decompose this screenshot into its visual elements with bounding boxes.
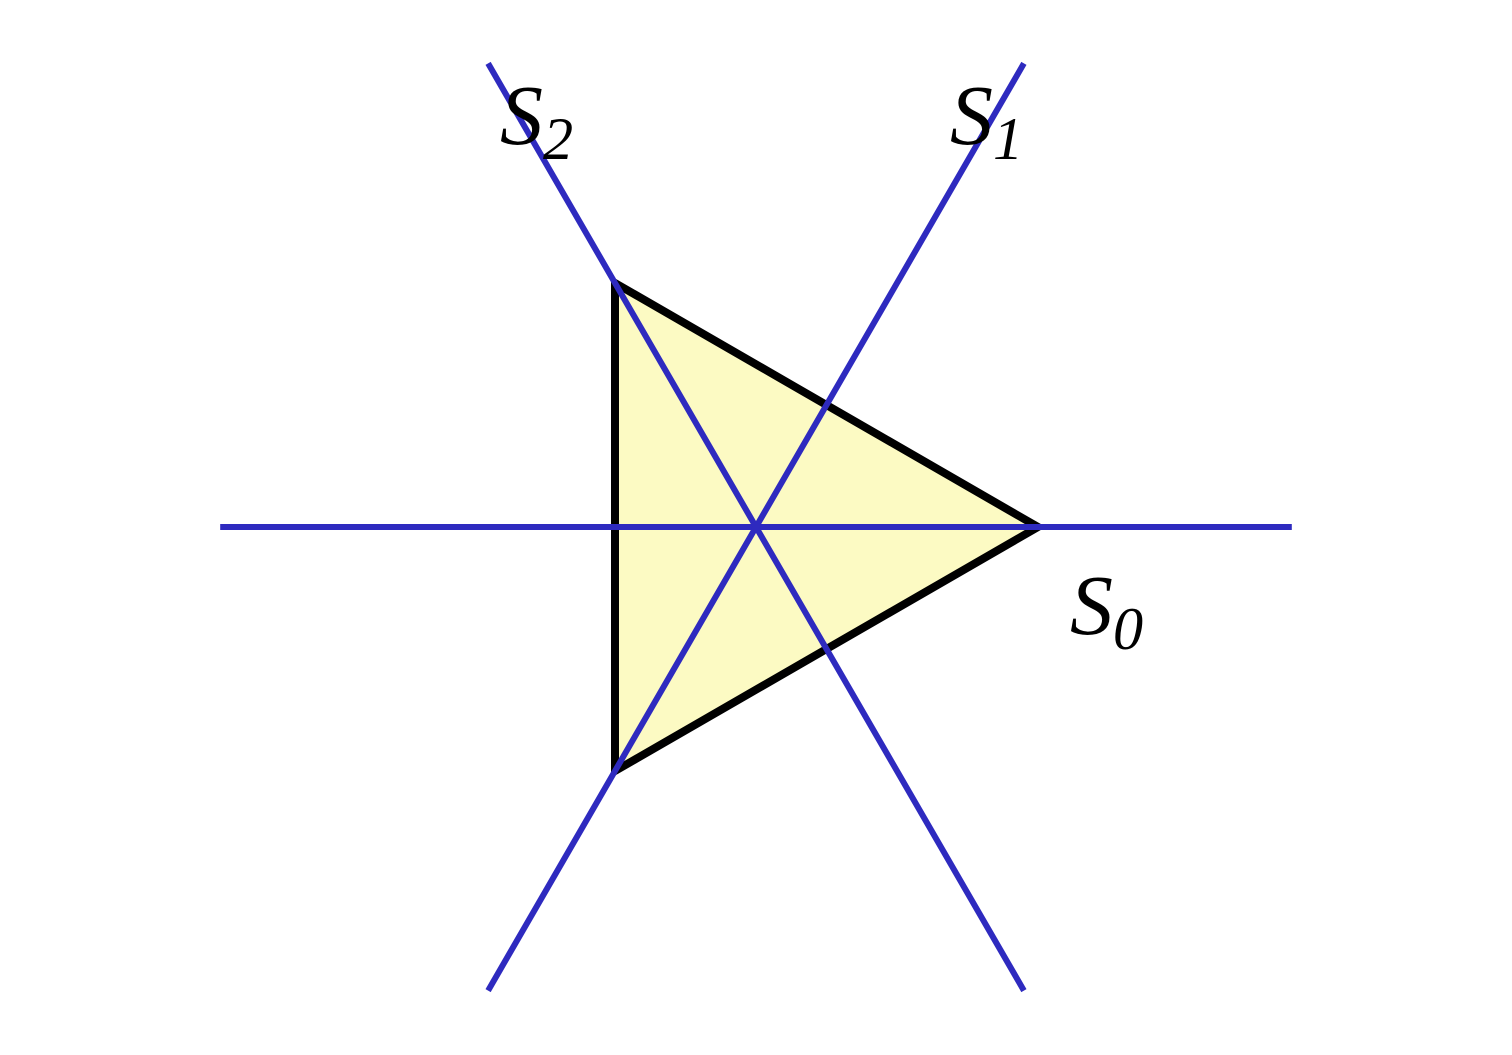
label-sub: 2 [543, 106, 573, 173]
label-main: S [500, 67, 543, 163]
diagram-svg [0, 0, 1512, 1055]
label-S1: S1 [950, 65, 1023, 165]
diagram-container: S2S1S0 [0, 0, 1512, 1055]
label-S2: S2 [500, 65, 573, 165]
label-S0: S0 [1070, 555, 1143, 655]
label-sub: 1 [993, 106, 1023, 173]
label-main: S [1070, 557, 1113, 653]
label-main: S [950, 67, 993, 163]
label-sub: 0 [1113, 596, 1143, 663]
